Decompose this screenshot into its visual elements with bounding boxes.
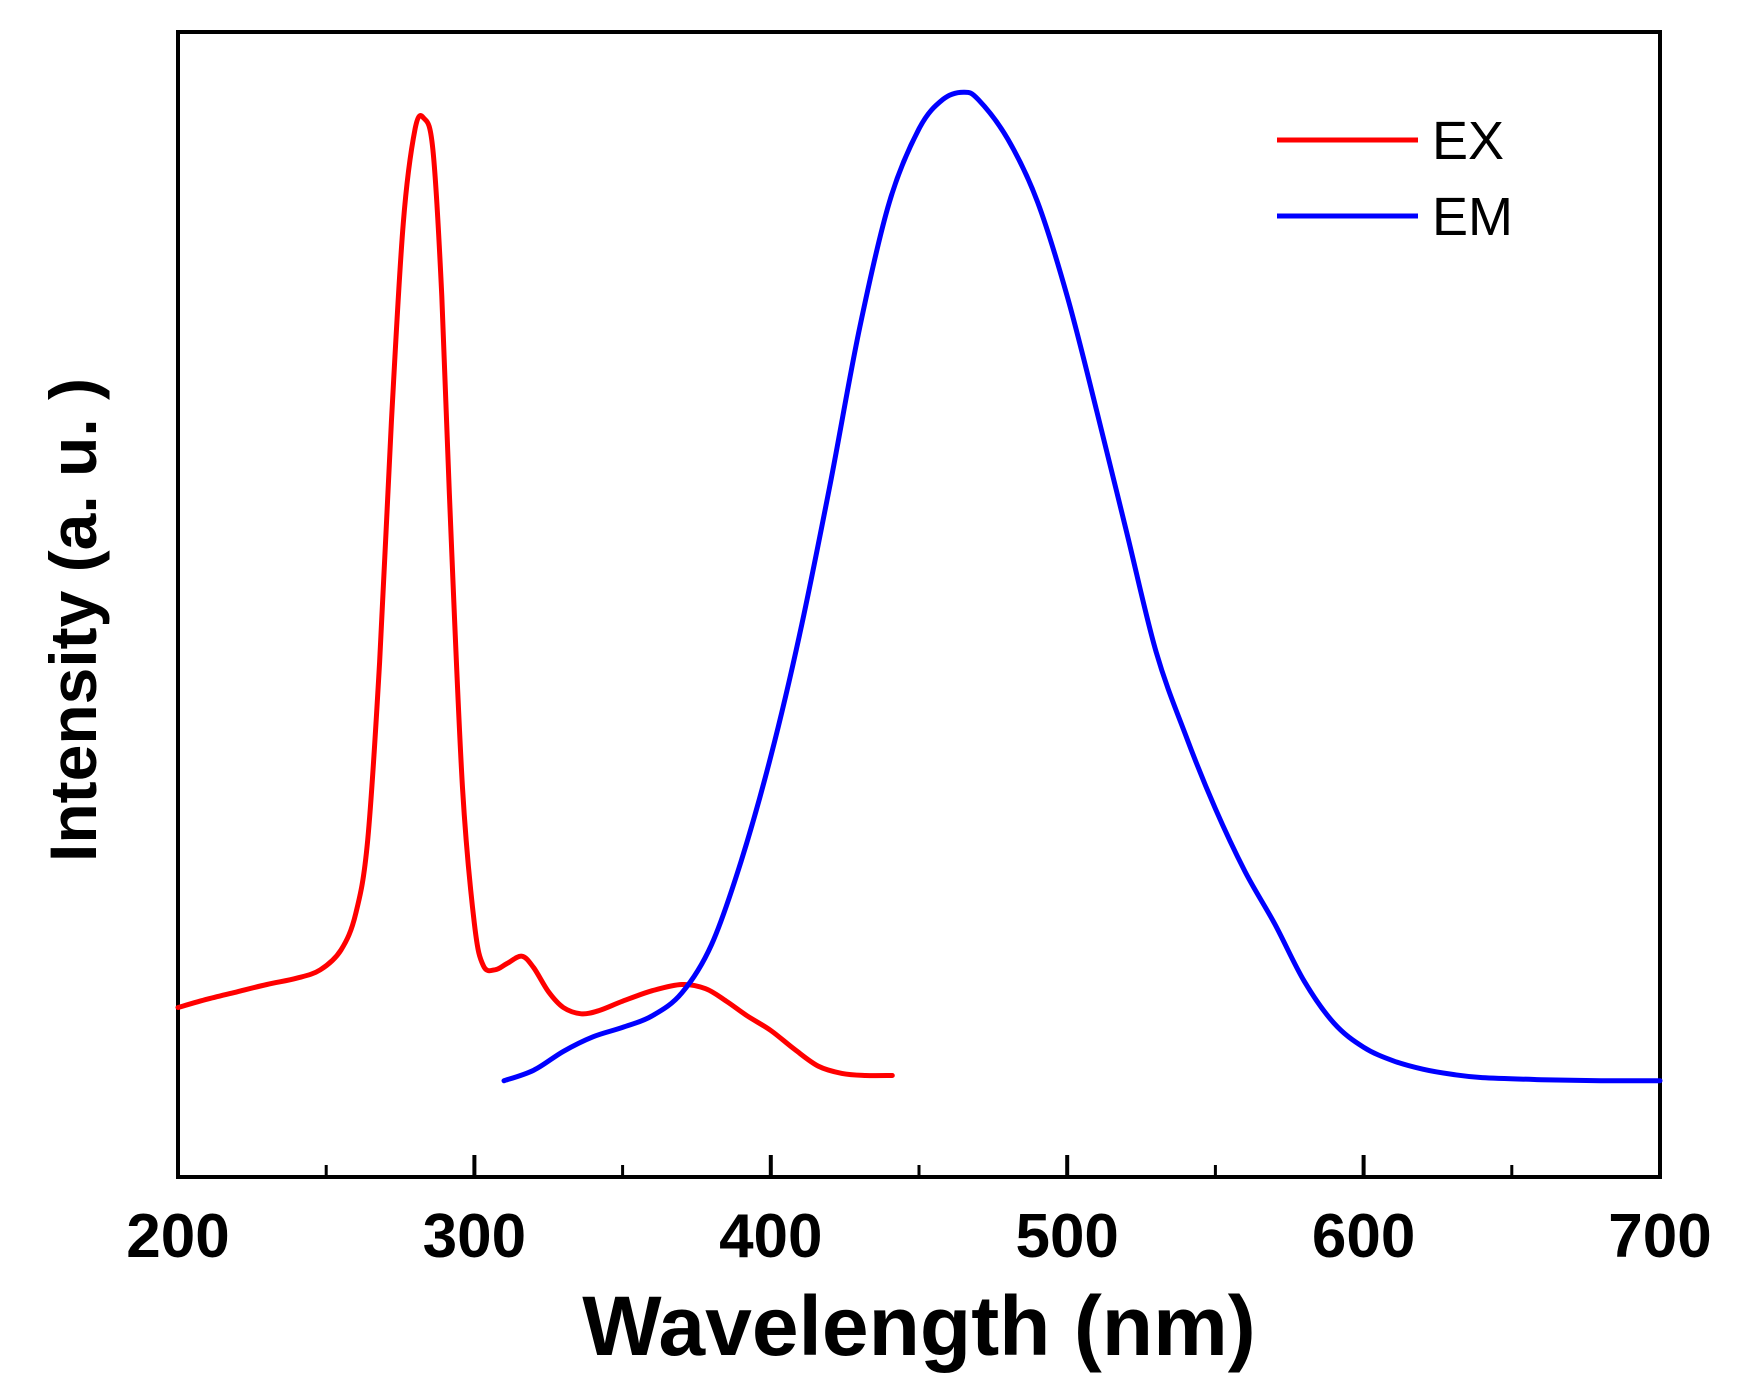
series-line-ex bbox=[175, 113, 895, 1079]
x-axis-title: Wavelength (nm) bbox=[582, 1279, 1256, 1373]
series-lines bbox=[175, 89, 1663, 1084]
x-tick-label: 200 bbox=[126, 1202, 229, 1271]
legend: EX EM bbox=[1277, 111, 1513, 247]
y-axis-title: Intensity (a. u. ) bbox=[36, 378, 110, 862]
legend-label-em: EM bbox=[1432, 187, 1513, 247]
x-tick-label: 500 bbox=[1015, 1202, 1118, 1271]
x-axis-ticks: 200 300 400 500 600 700 bbox=[126, 1155, 1712, 1271]
x-tick-label: 700 bbox=[1608, 1202, 1711, 1271]
x-tick-label: 600 bbox=[1312, 1202, 1415, 1271]
legend-label-ex: EX bbox=[1432, 111, 1504, 171]
x-tick-label: 400 bbox=[719, 1202, 822, 1271]
series-line-em bbox=[501, 89, 1663, 1084]
x-tick-label: 300 bbox=[423, 1202, 526, 1271]
